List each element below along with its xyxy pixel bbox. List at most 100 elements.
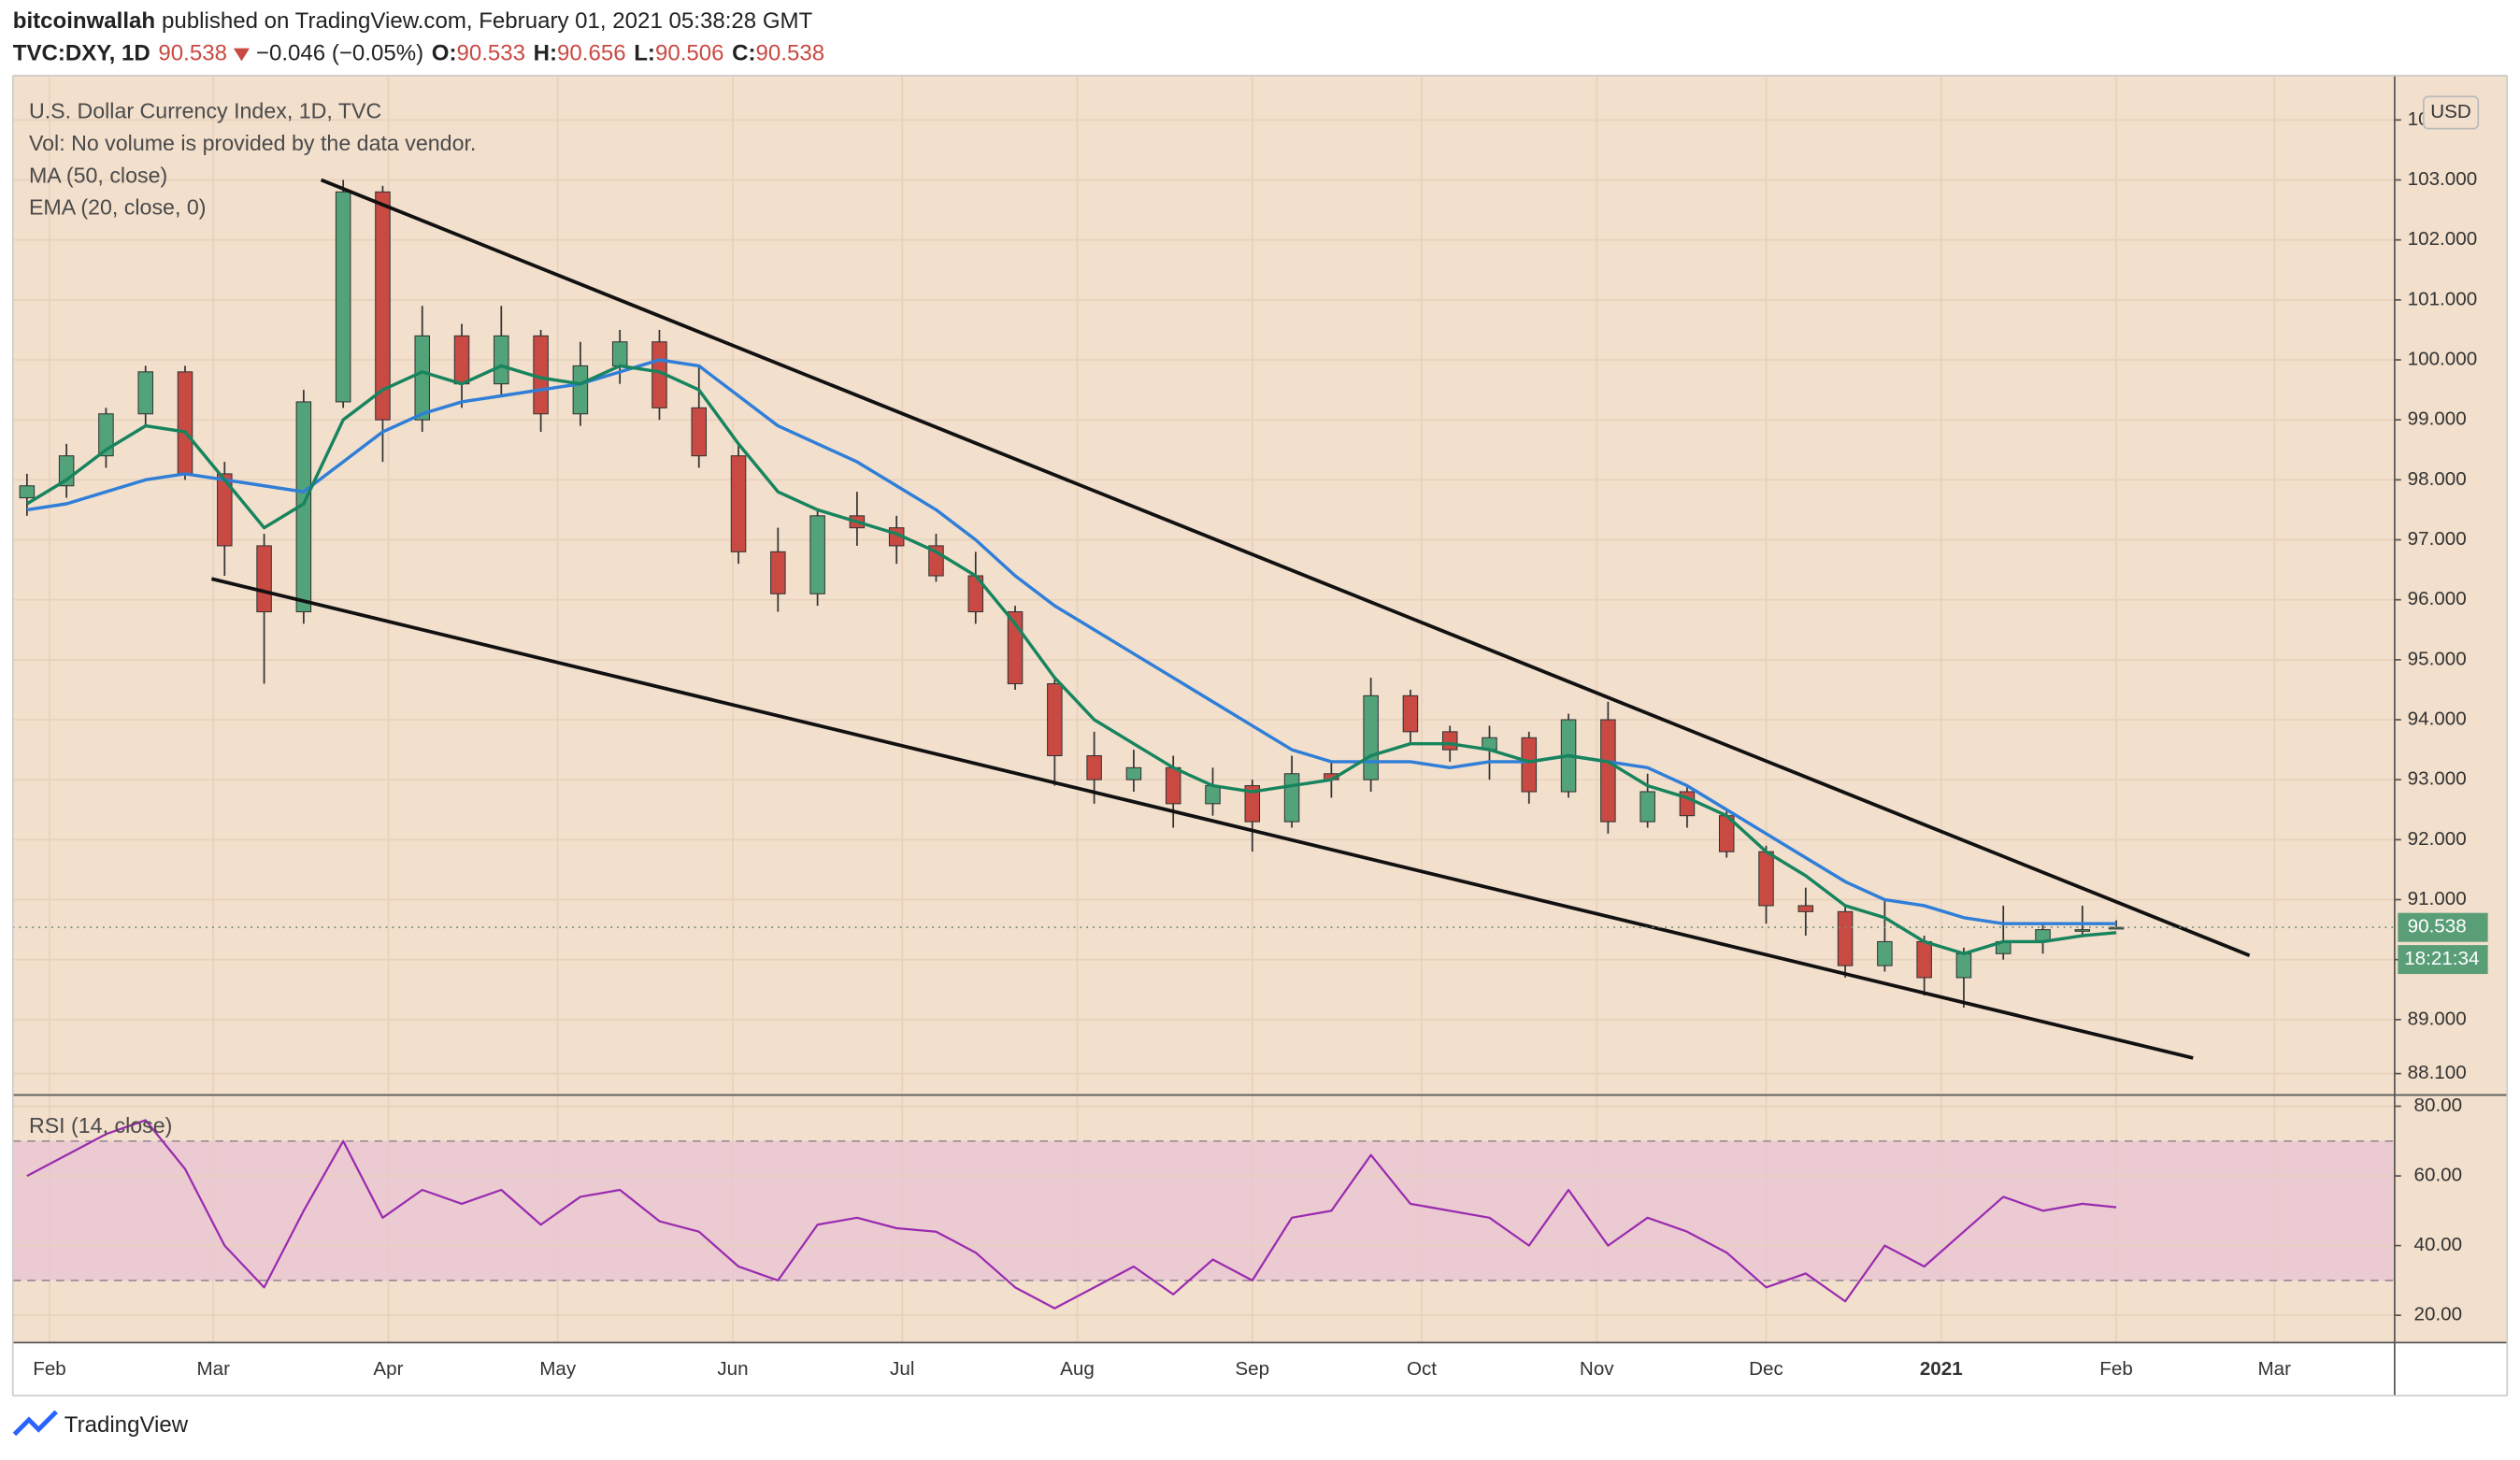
candle-body bbox=[217, 473, 233, 547]
candle-body bbox=[1402, 694, 1419, 733]
candle-body bbox=[256, 545, 272, 613]
candle-body bbox=[1047, 682, 1063, 757]
trendline bbox=[210, 577, 2194, 1060]
series-line bbox=[26, 358, 2117, 925]
grid bbox=[12, 75, 2395, 1343]
candle-body bbox=[177, 371, 193, 475]
candle-body bbox=[1521, 737, 1538, 793]
x-tick-label: Oct bbox=[1407, 1358, 1437, 1380]
x-tick-label: 2021 bbox=[1920, 1358, 1963, 1380]
x-tick-label: Mar bbox=[196, 1358, 230, 1380]
candle-body bbox=[1916, 940, 1932, 979]
low-value: 90.506 bbox=[655, 41, 724, 66]
close-label: C: bbox=[732, 41, 755, 66]
y-tick-label: 102.000 bbox=[2408, 228, 2478, 250]
candle-body bbox=[730, 455, 747, 552]
candle-body bbox=[1441, 731, 1458, 751]
countdown: 18:21:34 bbox=[2404, 948, 2479, 969]
plot bbox=[12, 178, 2395, 1310]
y-tick-label: 99.000 bbox=[2408, 408, 2467, 430]
candle-body bbox=[414, 335, 430, 421]
candle-body bbox=[1165, 766, 1181, 805]
candle-body bbox=[611, 341, 628, 366]
candle-body bbox=[98, 413, 114, 457]
x-tick-label: Jun bbox=[717, 1358, 748, 1380]
x-tick-label: Sep bbox=[1235, 1358, 1269, 1380]
candle-body bbox=[691, 407, 708, 457]
series-line bbox=[25, 364, 2117, 955]
chart-title: U.S. Dollar Currency Index, 1D, TVC bbox=[29, 99, 381, 123]
candle-body bbox=[1877, 940, 1893, 966]
brand-logo: TradingView bbox=[12, 1410, 189, 1438]
candle-body bbox=[1600, 719, 1616, 823]
x-tick-label: Mar bbox=[2257, 1358, 2291, 1380]
trendline bbox=[320, 178, 2251, 957]
candle-body bbox=[1955, 952, 1972, 979]
candle-body bbox=[1283, 773, 1300, 823]
high-value: 90.656 bbox=[557, 41, 626, 66]
candle-body bbox=[1837, 910, 1854, 966]
change: −0.046 (−0.05%) bbox=[256, 41, 423, 66]
chart-subtitle: Vol: No volume is provided by the data v… bbox=[29, 131, 476, 155]
legend-entry: MA (50, close) bbox=[29, 163, 167, 187]
y-tick-label: 60.00 bbox=[2414, 1165, 2463, 1186]
candle-body bbox=[375, 191, 391, 421]
candle-body bbox=[137, 371, 153, 415]
down-arrow bbox=[233, 48, 251, 62]
y-tick-label: 91.000 bbox=[2408, 888, 2467, 909]
candle-body bbox=[494, 335, 509, 385]
open-label: O: bbox=[432, 41, 457, 66]
series-line bbox=[26, 1119, 2117, 1310]
legend-entry: EMA (20, close, 0) bbox=[29, 195, 207, 220]
last-price-box bbox=[2398, 912, 2488, 942]
candle-body bbox=[1758, 851, 1774, 907]
candle-body bbox=[809, 515, 825, 594]
rsi-band bbox=[12, 1140, 2395, 1281]
y-tick-label: 92.000 bbox=[2408, 828, 2467, 850]
y-tick-label: 103.000 bbox=[2408, 168, 2478, 190]
high-label: H: bbox=[534, 41, 557, 66]
unit-box bbox=[2422, 95, 2480, 130]
unit-label: USD bbox=[2430, 101, 2471, 122]
x-tick-label: Jul bbox=[890, 1358, 914, 1380]
y-tick-label: 100.000 bbox=[2408, 348, 2478, 369]
candle-body bbox=[770, 551, 786, 594]
last-price-label: 90.538 bbox=[2408, 916, 2467, 938]
candle-body bbox=[1244, 785, 1261, 823]
author: bitcoinwallah bbox=[13, 8, 155, 34]
x-tick-label: Apr bbox=[373, 1358, 403, 1380]
y-tick-label: 98.000 bbox=[2408, 468, 2467, 490]
y-tick-label: 80.00 bbox=[2414, 1095, 2463, 1116]
symbol: TVC:DXY, 1D bbox=[13, 41, 150, 66]
x-tick-label: Nov bbox=[1580, 1358, 1614, 1380]
candle-body bbox=[1797, 905, 1814, 912]
candle-body bbox=[19, 485, 36, 499]
header-line: bitcoinwallah published on TradingView.co… bbox=[13, 8, 813, 34]
y-tick-label: 95.000 bbox=[2408, 648, 2467, 669]
candle-body bbox=[1125, 766, 1142, 780]
x-tick-label: Feb bbox=[33, 1358, 66, 1380]
y-tick-label: 94.000 bbox=[2408, 708, 2467, 729]
candle-body bbox=[453, 335, 470, 385]
x-tick-label: May bbox=[539, 1358, 577, 1380]
x-tick-label: Dec bbox=[1749, 1358, 1783, 1380]
candle-body bbox=[1639, 791, 1655, 823]
candle-body bbox=[2074, 929, 2091, 932]
y-tick-label: 40.00 bbox=[2414, 1234, 2463, 1255]
y-tick-label: 88.100 bbox=[2408, 1062, 2467, 1083]
y-tick-label: 20.00 bbox=[2414, 1304, 2463, 1325]
axes: Feb Mar Apr May Jun Jul Aug Sep Oct Nov Dec 2021 Feb… bbox=[33, 95, 2488, 1380]
brand-name: TradingView bbox=[64, 1412, 189, 1438]
close-value: 90.538 bbox=[756, 41, 825, 66]
rsi-title: RSI (14, close) bbox=[29, 1113, 172, 1138]
candle-body bbox=[335, 191, 351, 403]
y-tick-label: 89.000 bbox=[2408, 1008, 2467, 1029]
y-tick-label: 96.000 bbox=[2408, 588, 2467, 609]
quote-line: TVC:DXY, 1D 90.538 −0.046 (−0.05%) O:90.533… bbox=[13, 41, 824, 66]
candle-body bbox=[1086, 754, 1102, 780]
y-tick-label: 93.000 bbox=[2408, 768, 2467, 790]
candle-body bbox=[1205, 785, 1221, 805]
open-value: 90.533 bbox=[456, 41, 525, 66]
published: published on TradingView.com, February 0… bbox=[162, 8, 813, 34]
